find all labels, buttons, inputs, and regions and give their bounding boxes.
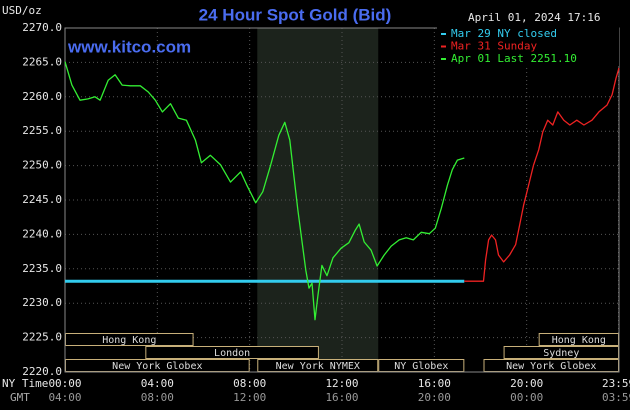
series-line: [64, 61, 465, 321]
legend-label: Apr 01 Last 2251.10: [451, 52, 577, 65]
y-tick-label: 2245.0: [22, 193, 62, 206]
x-tick-label: 08:00: [233, 377, 266, 390]
legend-label: Mar 31 Sunday: [451, 40, 537, 53]
x-tick-label: 12:00: [325, 377, 358, 390]
chart-title: 24 Hour Spot Gold (Bid): [199, 5, 392, 24]
y-tick-label: 2220.0: [22, 365, 62, 378]
y-tick-label: 2265.0: [22, 55, 62, 68]
y-tick-label: 2240.0: [22, 227, 62, 240]
y-tick-label: 2235.0: [22, 262, 62, 275]
x2-tick-label: 20:00: [418, 391, 451, 404]
legend-label: Mar 29 NY closed: [451, 27, 557, 40]
y-tick-label: 2255.0: [22, 124, 62, 137]
x-tick-label: 23:59: [602, 377, 630, 390]
timestamp: April 01, 2024 17:16: [468, 11, 600, 24]
session-label: New York NYMEX: [276, 361, 360, 372]
session-label: New York Globex: [506, 361, 596, 372]
session-label: Hong Kong: [102, 335, 156, 346]
y-tick-label: 2260.0: [22, 90, 62, 103]
y-tick-label: 2230.0: [22, 296, 62, 309]
y-tick-label: 2270.0: [22, 21, 62, 34]
session-label: London: [214, 348, 250, 359]
x2-tick-label: 12:00: [233, 391, 266, 404]
session-box: [145, 346, 319, 359]
y-tick-label: 2225.0: [22, 331, 62, 344]
site-label: www.kitco.com: [67, 37, 191, 56]
x-tick-label: 00:00: [48, 377, 81, 390]
legend-box: [437, 27, 619, 66]
session-label: New York Globex: [112, 361, 202, 372]
x2-tick-label: 00:00: [510, 391, 543, 404]
x-tick-label: 04:00: [141, 377, 174, 390]
x2-tick-label: 04:00: [48, 391, 81, 404]
y-tick-label: 2250.0: [22, 159, 62, 172]
x-tick-label: 16:00: [418, 377, 451, 390]
x2-axis-label: GMT: [10, 391, 30, 404]
session-label: Hong Kong: [552, 335, 606, 346]
x2-tick-label: 08:00: [141, 391, 174, 404]
plot-frame: [64, 27, 620, 373]
x2-tick-label: 03:59: [602, 391, 630, 404]
x2-tick-label: 16:00: [325, 391, 358, 404]
x-axis-label: NY Time: [2, 377, 48, 390]
series-line: [464, 67, 620, 282]
unit-label: USD/oz: [2, 4, 42, 17]
session-label: Sydney: [543, 348, 579, 359]
session-label: NY Globex: [394, 361, 448, 372]
x-tick-label: 20:00: [510, 377, 543, 390]
